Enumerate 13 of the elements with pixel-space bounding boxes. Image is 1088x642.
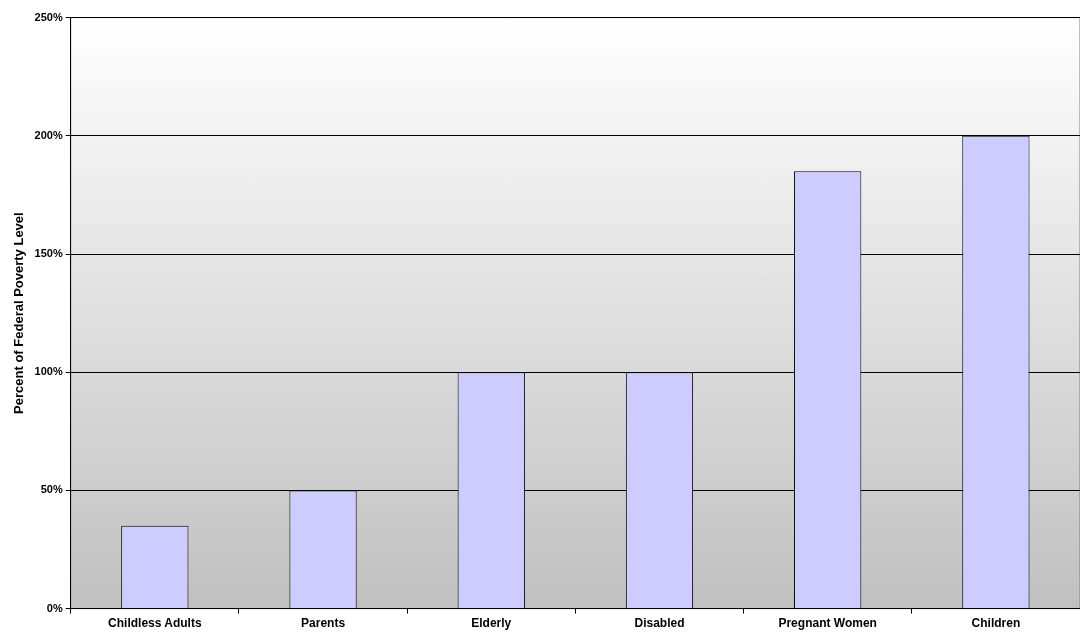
y-tick-label: 250% [34, 10, 63, 23]
x-tick-label: Parents [301, 616, 346, 631]
x-tick-label: Disabled [634, 616, 685, 631]
x-tick-label: Children [971, 616, 1021, 631]
y-tick-label: 50% [40, 483, 63, 496]
y-axis-title: Percent of Federal Poverty Level [11, 212, 27, 414]
x-tick-label: Elderly [471, 616, 512, 631]
y-tick-label: 200% [34, 128, 63, 141]
x-tick-label: Childless Adults [108, 616, 202, 631]
y-tick-label: 0% [46, 601, 63, 614]
x-tick-label: Pregnant Women [778, 616, 877, 631]
y-tick-label: 150% [34, 247, 63, 260]
y-tick-label: 100% [34, 365, 63, 378]
